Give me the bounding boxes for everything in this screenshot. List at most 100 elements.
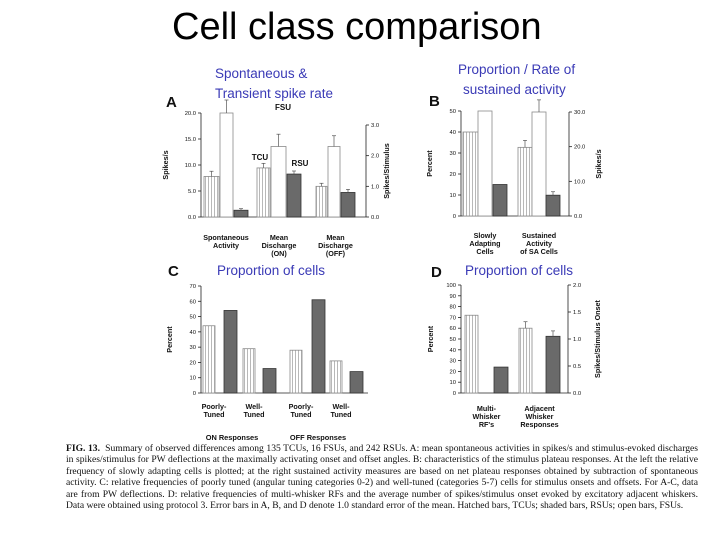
c-category-label: Poorly-	[289, 402, 314, 411]
b-category-label: Slowly	[474, 231, 497, 240]
d-left-tick-label: 50	[450, 337, 456, 343]
panel-letter-d: D	[431, 264, 442, 281]
slide-title: Cell class comparison	[172, 6, 542, 48]
b-category-label: Adapting	[469, 239, 500, 248]
c-left-tick-label: 70	[190, 284, 196, 290]
label-d: Proportion of cells	[465, 263, 574, 278]
d-category-label: Multi-	[477, 404, 497, 413]
a-bar-rsu	[340, 192, 356, 218]
d-left-tick-label: 10	[450, 380, 456, 386]
c-category-label: Tuned	[243, 410, 264, 419]
b-bar-tcu	[462, 131, 479, 217]
c-category-label: Tuned	[330, 410, 351, 419]
b-right-tick-label: 30.0	[574, 110, 585, 116]
a-left-tick-label: 15.0	[185, 137, 196, 143]
c-group-label: OFF Responses	[290, 433, 346, 442]
a-cell-label-fsu: FSU	[275, 103, 291, 112]
a-cell-label-rsu: RSU	[292, 159, 309, 168]
a-right-tick-label: 0.0	[371, 215, 379, 221]
a-category-label: Discharge	[262, 241, 297, 250]
d-left-tick-label: 0	[453, 391, 456, 397]
label-a-line2: Transient spike rate	[215, 86, 334, 101]
b-bar-fsu	[531, 111, 547, 217]
b-category-label: Cells	[476, 247, 493, 256]
d-category-label: Whisker	[473, 412, 501, 421]
d-bar-rsu	[493, 366, 509, 394]
a-bar-fsu	[219, 112, 234, 218]
c-category-label: Tuned	[203, 410, 224, 419]
a-category-label: (OFF)	[326, 249, 346, 258]
b-category-label: Sustained	[522, 231, 556, 240]
a-category-label: Discharge	[318, 241, 353, 250]
chart-a: 0.0 5.0 10.0 15.0 20.0 Spikes/s 0.0 1.0 2.0 3.0 Sp…	[161, 99, 391, 258]
d-left-tick-label: 100	[446, 283, 456, 289]
a-right-tick-label: 1.0	[371, 184, 379, 190]
b-right-tick-label: 0.0	[574, 214, 582, 220]
d-bar-tcu	[518, 327, 533, 394]
b-bar-fsu	[477, 110, 493, 217]
a-left-tick-label: 5.0	[188, 189, 196, 195]
c-left-tick-label: 60	[190, 299, 196, 305]
c-bar-tcu	[202, 325, 216, 394]
d-right-axis-title: Spikes/Stimulus Onset	[593, 299, 602, 377]
b-bar-tcu	[517, 146, 533, 217]
caption-lead: FIG. 13.	[66, 443, 101, 454]
d-category-label: RF's	[479, 420, 494, 429]
panel-letter-c: C	[168, 263, 179, 280]
b-left-axis-title: Percent	[425, 150, 434, 177]
b-left-tick-label: 10	[450, 193, 456, 199]
c-group-label: ON Responses	[206, 433, 259, 442]
d-right-tick-label: 1.0	[573, 337, 581, 343]
b-left-tick-label: 0	[453, 214, 456, 220]
d-category-label: Whisker	[526, 412, 554, 421]
d-left-tick-label: 70	[450, 315, 456, 321]
b-left-tick-label: 40	[450, 130, 456, 136]
a-category-label: (ON)	[271, 249, 287, 258]
chart-b: 0 10 20 30 40 50 Percent 0.0 10.0 20.0 30.0 Spikes/…	[425, 99, 603, 256]
a-right-tick-label: 3.0	[371, 123, 379, 129]
d-left-tick-label: 40	[450, 348, 456, 354]
panel-letter-b: B	[429, 93, 440, 110]
b-left-tick-label: 30	[450, 151, 456, 157]
c-bar-tcu	[289, 349, 303, 394]
a-category-label: Mean	[270, 233, 288, 242]
caption-body: Summary of observed differences among 13…	[66, 443, 699, 512]
a-right-tick-label: 2.0	[371, 154, 379, 160]
d-bar-tcu	[464, 314, 479, 394]
figure-caption: FIG. 13. Summary of observed differences…	[66, 443, 698, 511]
label-c: Proportion of cells	[217, 263, 326, 278]
a-category-label: Activity	[213, 241, 239, 250]
d-right-tick-label: 0.5	[573, 364, 581, 370]
c-bar-tcu	[242, 348, 256, 394]
d-category-label: Adjacent	[524, 404, 555, 413]
c-bar-rsu	[311, 299, 326, 394]
b-bar-rsu	[545, 194, 561, 217]
c-bar-rsu	[262, 368, 277, 394]
chart-c: 010203040506070PercentPoorly-TunedWell-T…	[165, 284, 368, 442]
a-category-label: Spontaneous	[203, 233, 249, 242]
b-right-tick-label: 10.0	[574, 179, 585, 185]
a-cell-label-tcu: TCU	[252, 153, 269, 162]
d-left-tick-label: 20	[450, 369, 456, 375]
c-category-label: Well-	[245, 402, 263, 411]
c-left-axis-title: Percent	[165, 326, 174, 353]
d-right-tick-label: 1.5	[573, 310, 581, 316]
b-category-label: of SA Cells	[520, 247, 558, 256]
c-bar-tcu	[329, 360, 343, 394]
c-category-label: Poorly-	[202, 402, 227, 411]
d-left-tick-label: 80	[450, 305, 456, 311]
a-right-axis-title: Spikes/Stimulus	[382, 143, 391, 199]
c-category-label: Well-	[332, 402, 350, 411]
panel-letter-a: A	[166, 94, 177, 111]
chart-d: 0 10 20 30 40 50 60 70 80 90 100 Percent 0.0 0.5 1.0 1.…	[426, 283, 602, 429]
c-left-tick-label: 10	[190, 376, 196, 382]
b-right-tick-label: 20.0	[574, 145, 585, 151]
d-category-label: Responses	[520, 420, 558, 429]
d-right-tick-label: 2.0	[573, 283, 581, 289]
label-b-line1: Proportion / Rate of	[458, 62, 576, 77]
b-left-tick-label: 50	[450, 109, 456, 115]
b-right-axis-title: Spikes/s	[594, 149, 603, 178]
label-a-line1: Spontaneous &	[215, 66, 308, 81]
d-left-axis-title: Percent	[426, 325, 435, 352]
